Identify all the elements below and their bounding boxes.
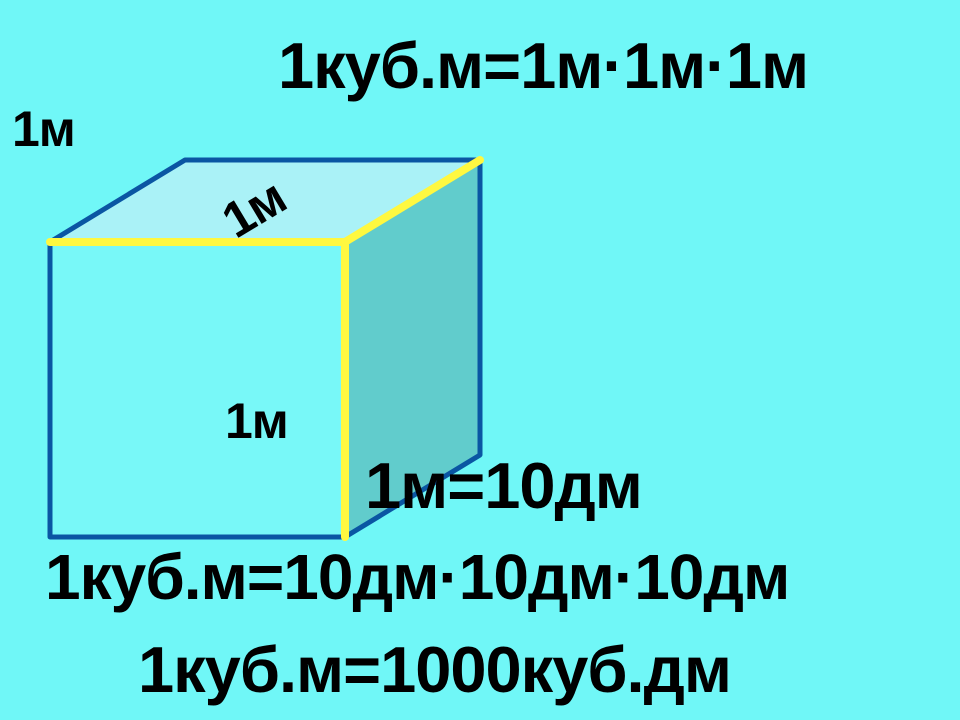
formula-line-4: 1куб.м=1000куб.дм xyxy=(138,632,731,707)
formula-line-1: 1куб.м=1м·1м·1м xyxy=(278,28,808,103)
label-top-left: 1м xyxy=(12,100,75,158)
formula-line-3: 1куб.м=10дм·10дм·10дм xyxy=(45,540,789,614)
label-front-edge: 1м xyxy=(225,392,288,450)
formula-line-2: 1м=10дм xyxy=(365,448,642,523)
